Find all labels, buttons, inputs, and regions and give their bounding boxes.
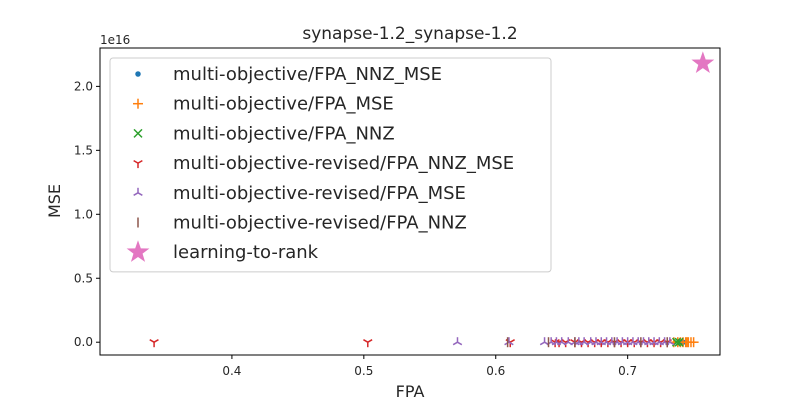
legend-item: multi-objective-revised/FPA_NNZ <box>137 213 467 234</box>
chart-title: synapse-1.2_synapse-1.2 <box>302 24 517 44</box>
y-axis-offset-label: 1e16 <box>100 33 130 47</box>
legend-marker <box>133 128 143 138</box>
legend-label: multi-objective-revised/FPA_MSE <box>173 183 466 204</box>
legend-label: multi-objective/FPA_NNZ <box>173 123 395 144</box>
legend-item: multi-objective/FPA_NNZ_MSE <box>135 64 442 85</box>
plot-area-frame <box>99 47 721 356</box>
data-point <box>363 339 373 348</box>
x-axis-title: FPA <box>396 382 425 400</box>
data-point <box>691 51 715 74</box>
y-axis-ticks: 0.0 0.5 1.0 1.5 2.0 <box>74 79 100 349</box>
legend-marker <box>133 187 143 196</box>
legend: multi-objective/FPA_NNZ_MSE multi-objecti… <box>109 57 552 273</box>
legend-label: learning-to-rank <box>173 242 319 263</box>
legend-item: multi-objective-revised/FPA_NNZ_MSE <box>133 153 514 174</box>
y-tick-label: 2.0 <box>74 79 93 93</box>
legend-label: multi-objective-revised/FPA_NNZ <box>173 213 467 234</box>
legend-label: multi-objective/FPA_NNZ_MSE <box>173 64 442 85</box>
legend-marker <box>126 240 150 262</box>
legend-item: learning-to-rank <box>126 240 319 263</box>
y-tick-label: 1.0 <box>74 207 93 221</box>
y-tick-label: 1.5 <box>74 143 93 157</box>
data-point <box>149 339 159 348</box>
data-marks <box>149 51 715 348</box>
data-point <box>674 337 684 347</box>
x-axis-ticks: 0.4 0.5 0.6 0.7 <box>222 355 637 378</box>
data-point <box>688 337 699 348</box>
legend-label: multi-objective-revised/FPA_NNZ_MSE <box>173 153 514 174</box>
series-5 <box>506 337 668 348</box>
legend-marker <box>133 98 143 109</box>
x-tick-label: 0.6 <box>486 364 505 378</box>
legend-item: multi-objective-revised/FPA_MSE <box>133 183 466 204</box>
x-tick-label: 0.7 <box>618 364 637 378</box>
legend-item: multi-objective/FPA_MSE <box>133 94 394 115</box>
data-point <box>452 337 463 346</box>
legend-marker <box>135 71 141 77</box>
x-tick-label: 0.5 <box>354 364 373 378</box>
legend-box <box>109 57 552 273</box>
legend-item: multi-objective/FPA_NNZ <box>133 123 395 144</box>
y-tick-label: 0.0 <box>74 335 93 349</box>
legend-label: multi-objective/FPA_MSE <box>173 94 394 115</box>
y-axis-title: MSE <box>45 184 64 218</box>
x-tick-label: 0.4 <box>222 364 241 378</box>
y-tick-label: 0.5 <box>74 271 93 285</box>
series-6 <box>691 51 715 74</box>
legend-marker <box>133 159 143 169</box>
series-2 <box>671 337 684 347</box>
